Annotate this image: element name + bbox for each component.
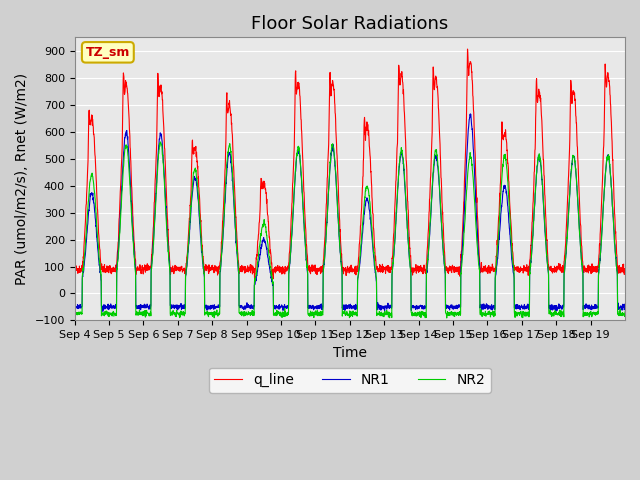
Line: q_line: q_line — [75, 49, 625, 279]
NR1 — [547, 302, 555, 308]
q_line — [251, 276, 259, 282]
NR2 — [516, 312, 524, 317]
Y-axis label: PAR (umol/m2/s), Rnet (W/m2): PAR (umol/m2/s), Rnet (W/m2) — [15, 73, 29, 285]
NR2 — [547, 311, 555, 316]
q_line — [463, 46, 471, 52]
NR2 — [244, 312, 252, 317]
NR1 — [614, 303, 621, 309]
NR2 — [443, 315, 451, 321]
Title: Floor Solar Radiations: Floor Solar Radiations — [252, 15, 449, 33]
Line: NR2: NR2 — [75, 142, 625, 318]
X-axis label: Time: Time — [333, 346, 367, 360]
q_line — [516, 265, 524, 271]
q_line — [621, 266, 629, 272]
NR2 — [383, 312, 391, 318]
Legend: q_line, NR1, NR2: q_line, NR1, NR2 — [209, 368, 491, 393]
Text: TZ_sm: TZ_sm — [86, 46, 130, 59]
NR1 — [621, 304, 629, 310]
NR1 — [516, 305, 524, 311]
q_line — [547, 264, 555, 269]
q_line — [614, 263, 621, 269]
q_line — [244, 269, 252, 275]
NR2 — [126, 176, 134, 182]
NR1 — [244, 304, 252, 310]
Line: NR1: NR1 — [75, 114, 625, 312]
NR1 — [71, 304, 79, 310]
NR1 — [99, 309, 107, 314]
NR2 — [614, 311, 621, 316]
q_line — [71, 265, 79, 271]
NR1 — [383, 304, 391, 310]
q_line — [126, 129, 134, 134]
q_line — [383, 265, 391, 271]
NR2 — [621, 309, 629, 315]
NR2 — [71, 311, 79, 316]
NR2 — [157, 139, 164, 145]
NR1 — [126, 171, 134, 177]
NR1 — [467, 111, 474, 117]
